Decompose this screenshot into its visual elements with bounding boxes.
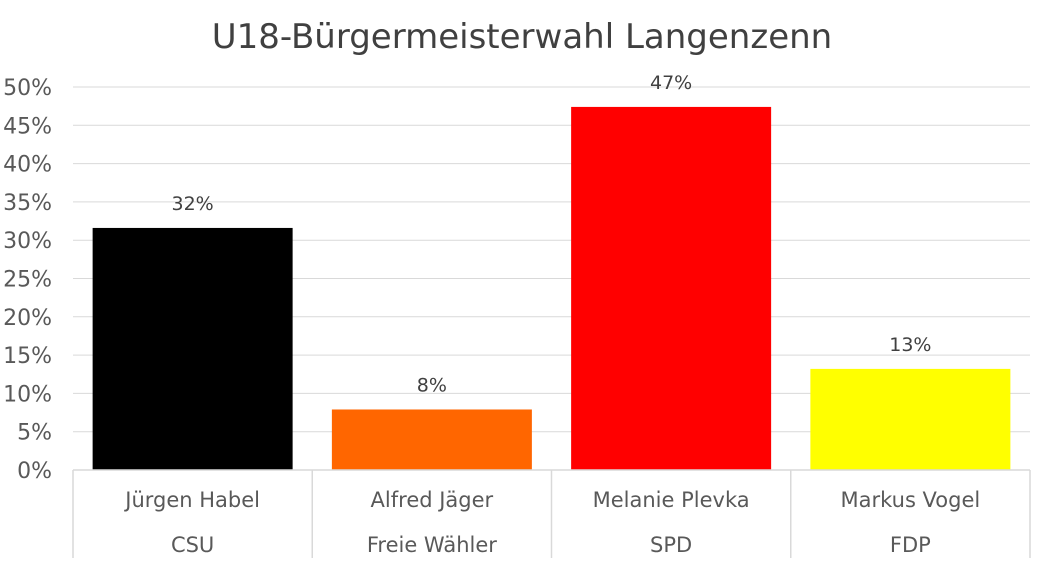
- y-tick-label: 15%: [3, 344, 52, 369]
- bar: [92, 227, 293, 470]
- x-tick-label-candidate: Alfred Jäger: [371, 488, 494, 512]
- y-tick-label: 50%: [3, 76, 52, 101]
- y-tick-label: 5%: [17, 421, 52, 446]
- bars: [92, 106, 1011, 470]
- x-tick-label-candidate: Jürgen Habel: [123, 488, 260, 512]
- x-tick-label-party: FDP: [890, 533, 931, 557]
- bar: [331, 409, 532, 470]
- data-label: 13%: [889, 334, 931, 356]
- y-tick-label: 20%: [3, 306, 52, 331]
- bar: [571, 106, 772, 470]
- x-tick-label-party: Freie Wähler: [367, 533, 497, 557]
- y-tick-label: 35%: [3, 191, 52, 216]
- y-tick-label: 10%: [3, 382, 52, 407]
- x-tick-label-candidate: Markus Vogel: [841, 488, 981, 512]
- y-tick-label: 30%: [3, 229, 52, 254]
- data-label: 32%: [172, 193, 214, 215]
- data-label: 47%: [650, 72, 692, 94]
- x-tick-label-candidate: Melanie Plevka: [593, 488, 750, 512]
- y-tick-label: 40%: [3, 153, 52, 178]
- x-tick-label-party: CSU: [171, 533, 214, 557]
- x-tick-label-party: SPD: [650, 533, 692, 557]
- x-axis: Jürgen Habel CSU Alfred Jäger Freie Wähler M…: [72, 469, 1031, 558]
- y-tick-label: 0%: [17, 459, 52, 484]
- data-label: 8%: [417, 374, 447, 396]
- y-tick-label: 25%: [3, 268, 52, 293]
- y-axis-ticks: 0% 5% 10% 15% 20% 25% 30% 35% 40% 45% 50%: [3, 76, 52, 484]
- bar: [810, 368, 1011, 470]
- chart-title: U18-Bürgermeisterwahl Langenzenn: [212, 17, 832, 57]
- y-tick-label: 45%: [3, 114, 52, 139]
- data-labels: 32% 8% 47% 13%: [172, 72, 932, 397]
